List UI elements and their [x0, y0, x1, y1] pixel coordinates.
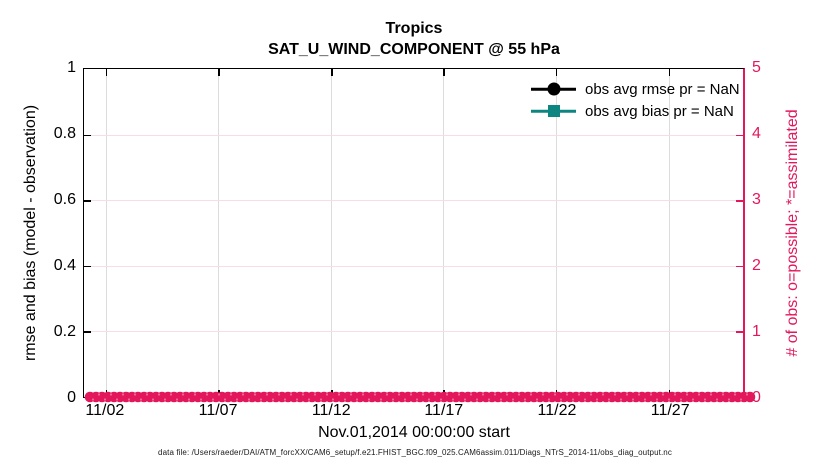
y-right-tick-label: 5 [752, 59, 761, 76]
legend-label: obs avg bias pr = NaN [585, 102, 734, 120]
x-axis-label: Nov.01,2014 00:00:00 start [318, 424, 510, 441]
chart-title: Tropics [385, 20, 443, 37]
y-tick-mark-right [736, 265, 743, 268]
gridline-x [443, 69, 445, 397]
x-tick-mark-top [443, 69, 445, 76]
title-block: Tropics SAT_U_WIND_COMPONENT @ 55 hPa [83, 18, 745, 60]
y-right-tick-label: 1 [752, 323, 761, 340]
gridline-y [84, 200, 743, 202]
y-left-tick-label: 0.4 [53, 257, 76, 274]
legend-item: obs avg rmse pr = NaN [531, 78, 740, 100]
gridline-x [105, 69, 107, 397]
gridline-x [331, 69, 333, 397]
y-tick-mark-right [736, 134, 743, 137]
y-left-tick-label: 0.2 [53, 323, 76, 340]
y-left-tick-label: 1 [67, 59, 76, 76]
circle-marker-icon [547, 82, 560, 96]
legend-item: obs avg bias pr = NaN [531, 100, 740, 122]
x-tick-mark-top [331, 69, 333, 76]
chart-subtitle: SAT_U_WIND_COMPONENT @ 55 hPa [268, 41, 560, 58]
obs-possible-marker-band [84, 391, 756, 403]
square-marker-icon [547, 105, 560, 117]
x-tick-label: 11/27 [650, 402, 690, 419]
x-tick-mark-top [668, 69, 671, 76]
gridline-x [218, 69, 220, 397]
legend: obs avg rmse pr = NaN obs avg bias pr = N… [531, 78, 740, 122]
y-right-tick-label: 4 [752, 125, 761, 142]
x-tick-label: 11/22 [537, 402, 577, 419]
y-left-tick-label: 0.8 [53, 125, 76, 142]
data-file-path: data file: /Users/raeder/DAI/ATM_forcXX/… [158, 448, 672, 457]
legend-label: obs avg rmse pr = NaN [585, 80, 740, 98]
x-tick-label: 11/12 [311, 402, 351, 419]
x-tick-mark-top [555, 69, 558, 76]
y-right-tick-label: 3 [752, 191, 761, 208]
legend-marker-line [531, 82, 576, 96]
gridline-y [84, 134, 743, 136]
y-tick-mark-right [736, 200, 743, 202]
x-tick-label: 11/17 [424, 402, 464, 419]
gridline-y [84, 265, 743, 267]
gridline-x [668, 69, 670, 397]
gridline-x [555, 69, 557, 397]
y-tick-mark-left [84, 331, 91, 333]
y-tick-mark-left [84, 265, 91, 268]
y-left-tick-label: 0.6 [53, 191, 76, 208]
plot-area [83, 68, 756, 403]
x-tick-label: 11/07 [198, 402, 238, 419]
y-right-tick-label: 2 [752, 257, 761, 274]
legend-marker-line [531, 104, 576, 118]
x-tick-mark-top [218, 69, 220, 76]
right-axis-label: # of obs: o=possible; *=assimilated [784, 109, 801, 357]
y-tick-mark-right [736, 331, 743, 333]
y-tick-mark-left [84, 200, 91, 202]
y-left-tick-label: 0 [67, 389, 76, 406]
y-tick-mark-left [84, 134, 91, 137]
gridline-y [84, 331, 743, 333]
x-tick-label: 11/02 [85, 402, 125, 419]
x-tick-mark-top [105, 69, 108, 76]
y-right-tick-label: 0 [752, 389, 761, 406]
